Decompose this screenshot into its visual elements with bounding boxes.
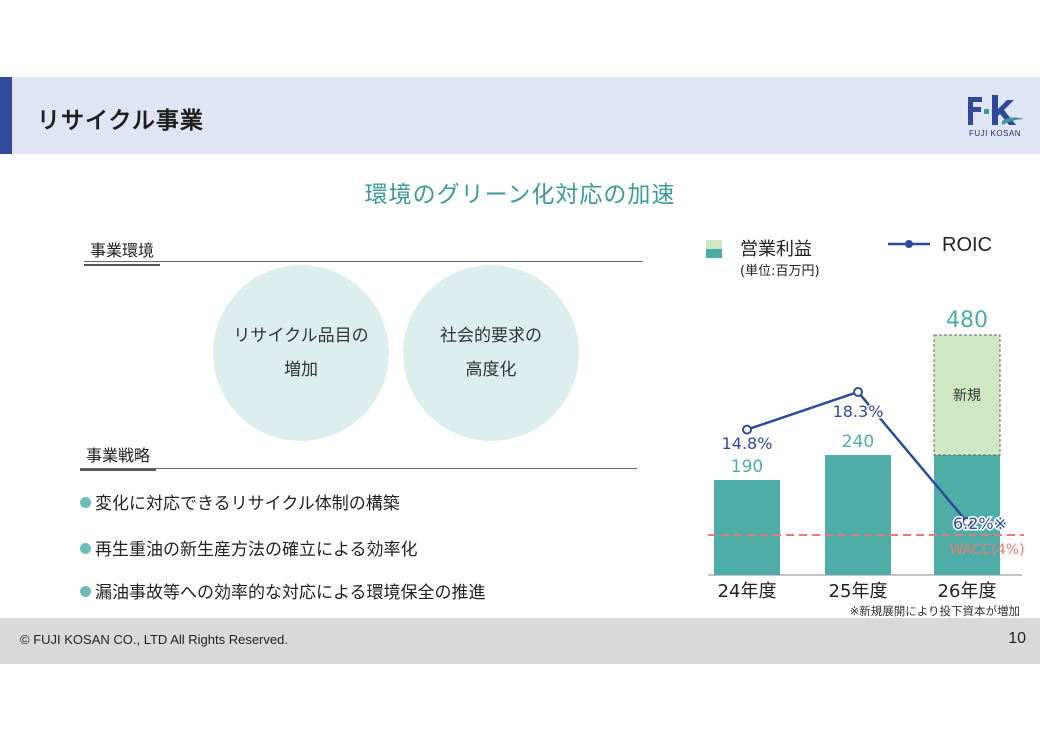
bar-value-label: 190 <box>731 457 763 477</box>
fk-logo-icon <box>968 95 1024 125</box>
circle-1-line1: リサイクル品目の <box>233 326 369 346</box>
strategy-label: 事業戦略 <box>80 442 157 471</box>
bar-value-label: 240 <box>842 432 874 452</box>
page-title: リサイクル事業 <box>37 108 204 134</box>
roic-label: 14.8% <box>722 434 773 453</box>
roic-label: 6.2%※ <box>953 514 1007 533</box>
logo-text: FUJI KOSAN <box>968 129 1022 138</box>
bullet-dot-icon <box>80 497 91 508</box>
strategy-divider <box>80 468 637 469</box>
header-accent-bar <box>0 77 12 154</box>
x-tick-label: 24年度 <box>718 581 777 602</box>
environment-circle-2: 社会的要求の 高度化 <box>403 265 579 441</box>
bullet-dot-icon <box>80 586 91 597</box>
bar-new <box>933 334 1001 456</box>
legend-roic-line-icon <box>888 240 930 248</box>
strategy-bullet-2: 再生重油の新生産方法の確立による効率化 <box>80 535 418 560</box>
legend-new-swatch <box>706 240 722 249</box>
slide-subtitle: 環境のグリーン化対応の加速 <box>364 182 676 208</box>
copyright-text: © FUJI KOSAN CO., LTD All Rights Reserve… <box>20 632 288 647</box>
header-band: リサイクル事業 FUJI KOSAN <box>0 77 1040 154</box>
profit-roic-chart: 190 24年度 240 25年度 新規 480 26年度 WACC(4%) 14.8% 18.3… <box>708 308 1025 618</box>
x-tick-label: 26年度 <box>938 581 997 602</box>
environment-divider <box>84 261 643 262</box>
circle-2-line2: 高度化 <box>465 360 517 380</box>
environment-circle-1: リサイクル品目の 増加 <box>213 265 389 441</box>
strategy-bullet-1: 変化に対応できるリサイクル体制の構築 <box>80 489 400 514</box>
wacc-label: WACC(4%) <box>949 542 1024 558</box>
company-logo: FUJI KOSAN <box>962 91 1028 141</box>
strategy-bullet-3: 漏油事故等への効率的な対応による環境保全の推進 <box>80 578 486 603</box>
bar-existing <box>825 455 891 575</box>
roic-point <box>962 517 972 527</box>
chart-footnote: ※新規展開により投下資本が増加 <box>850 604 1020 618</box>
bullet-dot-icon <box>80 543 91 554</box>
bar-new-label: 新規 <box>953 388 981 404</box>
roic-point <box>853 387 863 397</box>
legend-operating-profit: 営業利益 <box>740 239 812 260</box>
legend-roic: ROIC <box>942 234 992 256</box>
roic-label: 18.3% <box>833 402 884 421</box>
bar-existing <box>714 480 780 575</box>
circle-1-line2: 増加 <box>284 360 318 380</box>
legend-unit: (単位:百万円) <box>740 264 820 279</box>
bar-value-label: 480 <box>946 308 988 333</box>
roic-point <box>742 424 752 435</box>
environment-label: 事業環境 <box>84 237 161 266</box>
footer: © FUJI KOSAN CO., LTD All Rights Reserve… <box>0 618 1040 664</box>
legend-existing-swatch <box>706 249 722 258</box>
x-tick-label: 25年度 <box>829 581 888 602</box>
circle-2-line1: 社会的要求の <box>440 326 542 346</box>
bar-existing <box>934 455 1000 575</box>
page-number: 10 <box>1008 630 1026 647</box>
